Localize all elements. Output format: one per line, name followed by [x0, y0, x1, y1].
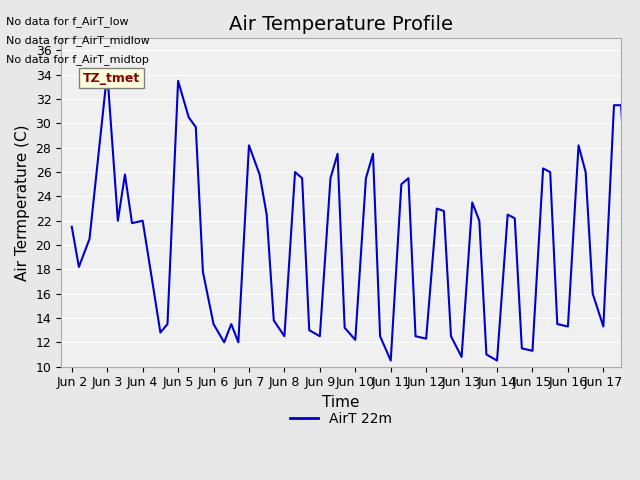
AirT 22m: [635, 228, 640, 233]
Text: No data for f_AirT_low: No data for f_AirT_low: [6, 16, 129, 27]
Y-axis label: Air Termperature (C): Air Termperature (C): [15, 124, 30, 281]
Text: No data for f_AirT_midlow: No data for f_AirT_midlow: [6, 35, 150, 46]
Title: Air Temperature Profile: Air Temperature Profile: [229, 15, 453, 34]
Legend: AirT 22m: AirT 22m: [285, 407, 397, 432]
AirT 22m: [362, 175, 370, 181]
Text: TZ_tmet: TZ_tmet: [83, 72, 140, 84]
AirT 22m: [68, 224, 76, 230]
AirT 22m: [316, 333, 324, 339]
X-axis label: Time: Time: [323, 395, 360, 410]
Text: No data for f_AirT_midtop: No data for f_AirT_midtop: [6, 54, 149, 65]
AirT 22m: [387, 358, 395, 363]
AirT 22m: [157, 330, 164, 336]
AirT 22m: [447, 333, 455, 339]
AirT 22m: [104, 70, 111, 75]
AirT 22m: [404, 175, 412, 181]
Line: AirT 22m: AirT 22m: [72, 72, 639, 360]
AirT 22m: [458, 354, 465, 360]
